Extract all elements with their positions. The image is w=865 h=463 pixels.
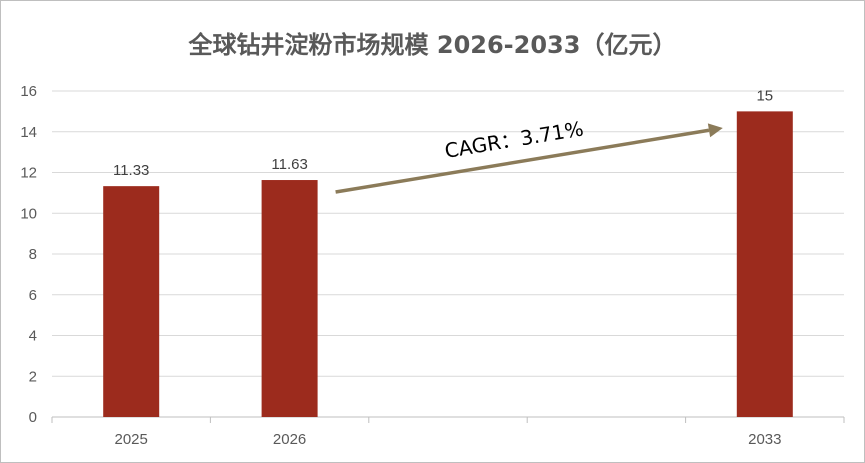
x-tick-label: 2026 [273, 431, 306, 448]
labels: 0 2 4 6 8 10 12 14 16 11.33 2025 11.63 2026 15 2033 [20, 83, 781, 448]
y-tick-label: 10 [20, 205, 37, 222]
annotation: CAGR：3.71% [335, 116, 723, 194]
y-tick-label: 2 [29, 368, 37, 385]
y-tick-label: 14 [20, 124, 37, 141]
bar-2033 [736, 111, 793, 417]
y-tick-label: 16 [20, 83, 37, 100]
chart-title: 全球钻井淀粉市场规模 2026-2033（亿元） [188, 31, 677, 59]
y-tick-label: 12 [20, 165, 37, 182]
data-label: 11.33 [113, 162, 149, 179]
bars [103, 111, 793, 417]
gridlines [52, 90, 844, 377]
bar-2025 [103, 186, 160, 417]
x-tick-label: 2025 [115, 431, 148, 448]
y-tick-label: 0 [29, 409, 37, 426]
axes [51, 416, 845, 423]
y-tick-label: 6 [29, 287, 37, 304]
x-tick-label: 2033 [748, 431, 781, 448]
y-tick-label: 8 [29, 246, 37, 263]
y-tick-label: 4 [29, 328, 37, 345]
data-label: 11.63 [271, 156, 307, 173]
cagr-arrow-line [335, 128, 710, 194]
cagr-arrow-head [707, 123, 723, 138]
data-label: 15 [756, 87, 773, 104]
bar-2026 [261, 180, 318, 417]
